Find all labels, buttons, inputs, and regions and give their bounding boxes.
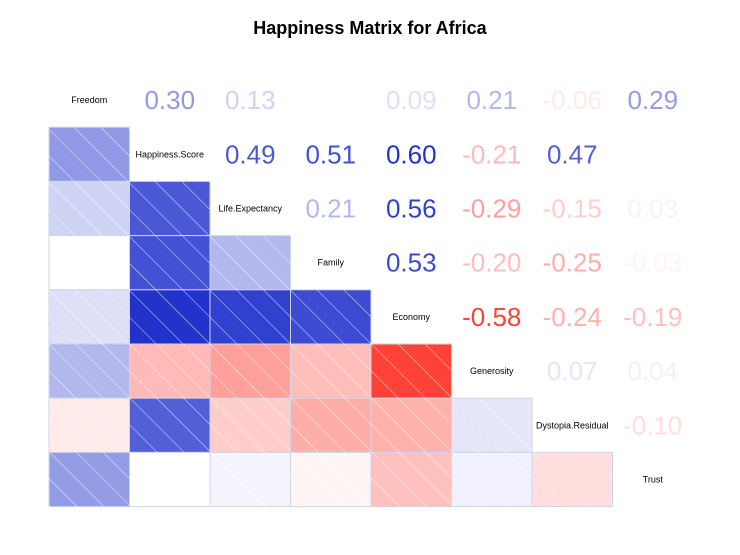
tile-hatch-Dystopia.Residual-Generosity xyxy=(451,398,532,453)
coefficient-Family-Dystopia.Residual: -0.25 xyxy=(543,248,602,278)
coefficient-Generosity-Trust: 0.04 xyxy=(627,356,678,386)
coefficient-Happiness.Score-Dystopia.Residual: 0.47 xyxy=(547,139,598,169)
tile-hatch-Happiness.Score-Freedom xyxy=(49,127,130,182)
tile-hatch-Trust-Dystopia.Residual xyxy=(532,452,613,507)
tile-hatch-Generosity-Freedom xyxy=(49,344,130,399)
coefficient-Family-Economy: 0.53 xyxy=(386,248,437,278)
tile-hatch-Trust-Freedom xyxy=(49,452,130,507)
coefficient-Life.Expectancy-Economy: 0.56 xyxy=(386,194,437,224)
coefficient-Freedom-Family: 0.00 xyxy=(305,85,356,115)
tile-hatch-Economy-Family xyxy=(290,289,371,344)
coefficient-Life.Expectancy-Dystopia.Residual: -0.15 xyxy=(543,194,602,224)
tile-hatch-Dystopia.Residual-Freedom xyxy=(49,398,130,453)
tile-hatch-Trust-Generosity xyxy=(451,452,532,507)
coefficient-Dystopia.Residual-Trust: -0.10 xyxy=(623,410,682,440)
tile-hatch-Generosity-Life.Expectancy xyxy=(210,344,291,399)
variable-labels: Freedom Happiness.Score Life.Expectancy Fam… xyxy=(71,95,663,484)
coefficient-Economy-Dystopia.Residual: -0.24 xyxy=(543,302,602,332)
variable-label-Economy: Economy xyxy=(392,312,430,322)
variable-label-Life.Expectancy: Life.Expectancy xyxy=(218,204,282,214)
tile-hatch-Trust-Life.Expectancy xyxy=(210,452,291,507)
coefficient-Freedom-Dystopia.Residual: -0.06 xyxy=(543,85,602,115)
tile-hatch-Life.Expectancy-Happiness.Score xyxy=(129,181,210,236)
coefficient-Happiness.Score-Trust: -0.00 xyxy=(623,139,682,169)
coefficient-Family-Generosity: -0.20 xyxy=(462,248,521,278)
coefficient-Economy-Generosity: -0.58 xyxy=(462,302,521,332)
coefficient-Happiness.Score-Generosity: -0.21 xyxy=(462,139,521,169)
tile-hatch-Trust-Family xyxy=(290,452,371,507)
coefficient-Family-Trust: -0.03 xyxy=(623,248,682,278)
tile-hatch-Dystopia.Residual-Life.Expectancy xyxy=(210,398,291,453)
tile-hatch-Family-Life.Expectancy xyxy=(210,235,291,290)
coefficient-Freedom-Happiness.Score: 0.30 xyxy=(144,85,195,115)
variable-label-Happiness.Score: Happiness.Score xyxy=(135,149,204,159)
tile-hatch-Generosity-Happiness.Score xyxy=(129,344,210,399)
lower-triangle-tiles xyxy=(48,126,613,508)
coefficient-Happiness.Score-Economy: 0.60 xyxy=(386,139,437,169)
tile-hatch-Family-Freedom xyxy=(49,235,130,290)
tile-hatch-Generosity-Economy xyxy=(371,344,452,399)
variable-label-Trust: Trust xyxy=(643,475,664,485)
coefficient-Freedom-Life.Expectancy: 0.13 xyxy=(225,85,276,115)
variable-label-Family: Family xyxy=(318,258,345,268)
tile-hatch-Dystopia.Residual-Happiness.Score xyxy=(129,398,210,453)
coefficient-Life.Expectancy-Generosity: -0.29 xyxy=(462,194,521,224)
variable-label-Dystopia.Residual: Dystopia.Residual xyxy=(536,420,609,430)
tile-hatch-Life.Expectancy-Freedom xyxy=(49,181,130,236)
coefficient-Generosity-Dystopia.Residual: 0.07 xyxy=(547,356,598,386)
coefficient-Freedom-Economy: 0.09 xyxy=(386,85,437,115)
coefficient-Happiness.Score-Family: 0.51 xyxy=(305,139,356,169)
coefficient-labels: 0.30 0.13 0.00 0.09 0.21 -0.06 0.29 0.49 0.51 0.6… xyxy=(144,85,682,440)
variable-label-Generosity: Generosity xyxy=(470,366,514,376)
tile-hatch-Family-Happiness.Score xyxy=(129,235,210,290)
chart-title: Happiness Matrix for Africa xyxy=(253,18,487,38)
tile-hatch-Dystopia.Residual-Family xyxy=(290,398,371,453)
coefficient-Life.Expectancy-Family: 0.21 xyxy=(305,194,356,224)
tile-hatch-Dystopia.Residual-Economy xyxy=(371,398,452,453)
tile-hatch-Economy-Happiness.Score xyxy=(129,289,210,344)
tile-hatch-Economy-Freedom xyxy=(49,289,130,344)
tile-hatch-Generosity-Family xyxy=(290,344,371,399)
tile-hatch-Trust-Economy xyxy=(371,452,452,507)
tile-hatch-Economy-Life.Expectancy xyxy=(210,289,291,344)
variable-label-Freedom: Freedom xyxy=(71,95,107,105)
coefficient-Happiness.Score-Life.Expectancy: 0.49 xyxy=(225,139,276,169)
coefficient-Life.Expectancy-Trust: 0.03 xyxy=(627,194,678,224)
coefficient-Economy-Trust: -0.19 xyxy=(623,302,682,332)
tile-hatch-Trust-Happiness.Score xyxy=(129,452,210,507)
coefficient-Freedom-Trust: 0.29 xyxy=(627,85,678,115)
coefficient-Freedom-Generosity: 0.21 xyxy=(466,85,517,115)
